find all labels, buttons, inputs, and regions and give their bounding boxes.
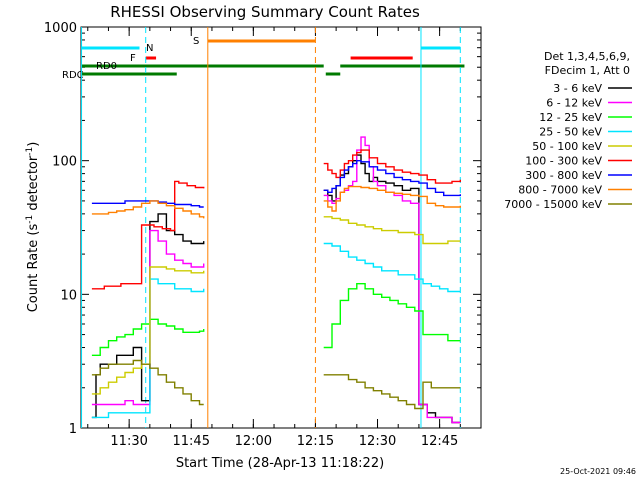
series-line (91, 200, 205, 219)
legend: Det 1,3,4,5,6,9,FDecim 1, Att 0 3 - 6 keV… (504, 50, 632, 211)
legend-entry-label: 50 - 100 keV (532, 140, 602, 153)
y-tick-label: 1000 (44, 21, 77, 36)
x-tick-label: 12:30 (359, 434, 396, 449)
flag-label-f: F (130, 53, 136, 64)
flag-label-s: S (193, 36, 199, 47)
y-tick-label: 1 (69, 422, 77, 437)
x-tick-label: 11:45 (173, 434, 210, 449)
legend-entry-label: 800 - 7000 keV (518, 184, 602, 197)
legend-entry-label: 100 - 300 keV (525, 155, 602, 168)
y-tick-label: 100 (52, 155, 77, 170)
series-line (323, 136, 461, 424)
legend-header: FDecim 1, Att 0 (545, 64, 630, 77)
series-line (91, 318, 205, 356)
y-axis-label: Count Rate (s-1 detector-1) (25, 142, 41, 313)
chart-title: RHESSI Observing Summary Count Rates (110, 3, 420, 21)
x-tick-label: 11:30 (110, 434, 147, 449)
series-line (323, 374, 461, 410)
flag-label-rd0: RD0 (96, 61, 117, 72)
flag-bars: NF RD0 RDC S (62, 36, 465, 81)
series-line (91, 229, 205, 406)
series-line (323, 242, 461, 293)
legend-entry-label: 6 - 12 keV (546, 97, 602, 110)
x-axis-label: Start Time (28-Apr-13 11:18:22) (176, 456, 384, 471)
series-line (91, 278, 205, 419)
series-group (91, 136, 461, 424)
legend-entry-label: 12 - 25 keV (539, 111, 602, 124)
x-tick-label: 12:15 (297, 434, 334, 449)
legend-header: Det 1,3,4,5,6,9, (544, 50, 630, 63)
legend-entry-label: 300 - 800 keV (525, 169, 602, 182)
series-line (323, 149, 461, 184)
legend-entry-label: 3 - 6 keV (553, 82, 602, 95)
flag-label-rdc: RDC (62, 70, 84, 81)
series-line (323, 185, 461, 212)
legend-entry-label: 7000 - 15000 keV (504, 198, 602, 211)
legend-entry-label: 25 - 50 keV (539, 126, 602, 139)
y-tick-label: 10 (60, 288, 77, 303)
series-line (323, 216, 461, 245)
series-line (91, 180, 205, 290)
series-line (323, 160, 461, 197)
series-line (91, 359, 204, 406)
series-line (323, 283, 461, 349)
x-tick-label: 12:00 (235, 434, 272, 449)
night-markers (81, 27, 461, 428)
timestamp: 25-Oct-2021 09:46 (560, 467, 636, 476)
x-tick-label: 12:45 (421, 434, 458, 449)
flag-label-n: N (146, 43, 153, 54)
plot-frame (80, 26, 482, 429)
